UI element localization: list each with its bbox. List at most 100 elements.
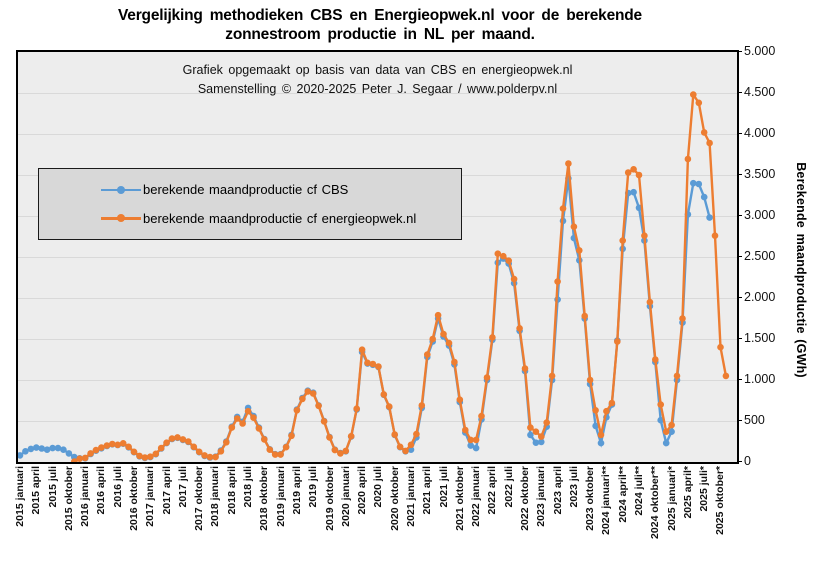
data-point-marker bbox=[706, 139, 713, 147]
data-point-marker bbox=[353, 405, 361, 413]
data-point-marker bbox=[282, 443, 290, 451]
x-axis-tick-label: 2018 april bbox=[225, 466, 238, 515]
y-axis-tick bbox=[737, 297, 742, 298]
gridline bbox=[18, 298, 737, 299]
legend-label-cbs: berekende maandproductie cf CBS bbox=[143, 182, 349, 198]
x-axis-tick-label: 2017 oktober bbox=[193, 466, 206, 531]
data-point-marker bbox=[652, 356, 659, 363]
y-axis-tick bbox=[737, 133, 742, 134]
x-axis-tick-label: 2023 oktober bbox=[584, 466, 597, 531]
data-point-marker bbox=[445, 339, 453, 347]
data-point-marker bbox=[49, 444, 56, 452]
data-point-marker bbox=[668, 421, 675, 429]
x-axis-tick-label: 2015 januari bbox=[14, 466, 26, 527]
page-title-line-1: Vergelijking methodieken CBS en Energieo… bbox=[118, 7, 642, 24]
data-point-marker bbox=[130, 448, 138, 456]
x-axis-tick-label: 2018 juli bbox=[242, 466, 255, 508]
data-point-marker bbox=[662, 428, 670, 436]
data-point-marker bbox=[722, 372, 730, 380]
data-point-marker bbox=[592, 422, 599, 430]
x-axis-tick-label: 2017 januari bbox=[144, 466, 157, 527]
data-point-marker bbox=[695, 180, 703, 188]
x-axis-tick-label: 2019 oktober bbox=[323, 466, 336, 531]
x-axis-tick-label: 2021 januari bbox=[404, 466, 417, 527]
data-point-marker bbox=[320, 418, 328, 425]
data-point-marker bbox=[288, 432, 295, 440]
data-point-marker bbox=[440, 330, 447, 338]
data-point-marker bbox=[92, 446, 100, 454]
y-axis-tick-label: 500 bbox=[744, 413, 765, 427]
legend-item-energieopwek: berekende maandproductie cf energieopwek… bbox=[101, 211, 461, 226]
data-point-marker bbox=[467, 442, 475, 449]
data-point-marker bbox=[109, 440, 116, 448]
data-point-marker bbox=[451, 358, 458, 366]
x-axis-tick-label: 2020 oktober bbox=[388, 466, 401, 531]
x-axis-tick-label: 2023 april bbox=[551, 466, 564, 515]
data-point-marker bbox=[136, 452, 143, 460]
data-point-marker bbox=[657, 401, 664, 408]
plot-area: Grafiek opgemaakt op basis van data van … bbox=[16, 50, 739, 464]
data-point-marker bbox=[255, 425, 263, 432]
y-axis-tick bbox=[737, 174, 742, 175]
data-point-marker bbox=[494, 250, 502, 257]
data-point-marker bbox=[223, 439, 230, 446]
data-point-marker bbox=[619, 237, 626, 244]
x-axis-tick-label: 2021 april bbox=[421, 466, 434, 515]
gridline bbox=[18, 93, 737, 94]
line-chart-series bbox=[18, 91, 730, 462]
data-point-marker bbox=[478, 412, 485, 420]
data-point-marker bbox=[695, 99, 703, 107]
data-point-marker bbox=[244, 407, 252, 415]
x-axis-tick-label: 2019 april bbox=[290, 466, 303, 515]
data-point-marker bbox=[521, 365, 529, 372]
data-point-marker bbox=[98, 444, 105, 451]
data-point-marker bbox=[700, 129, 708, 136]
data-point-marker bbox=[271, 451, 279, 458]
data-point-marker bbox=[103, 442, 111, 449]
x-axis-tick-label: 2024 april** bbox=[616, 466, 629, 523]
y-axis-tick-label: 0 bbox=[744, 454, 751, 468]
data-point-marker bbox=[592, 407, 599, 414]
data-point-marker bbox=[396, 443, 404, 451]
data-point-marker bbox=[662, 439, 670, 447]
data-point-marker bbox=[543, 419, 550, 426]
data-point-marker bbox=[217, 448, 225, 455]
x-axis-tick-label: 2020 januari bbox=[339, 466, 352, 527]
data-point-marker bbox=[358, 346, 366, 354]
data-point-marker bbox=[152, 450, 160, 458]
data-point-marker bbox=[429, 335, 437, 343]
data-point-marker bbox=[684, 155, 692, 163]
data-point-marker bbox=[364, 359, 371, 367]
data-point-marker bbox=[608, 399, 616, 407]
y-axis-tick-label: 2.500 bbox=[744, 249, 776, 263]
data-point-marker bbox=[489, 334, 496, 341]
data-point-marker bbox=[554, 278, 561, 285]
data-point-marker bbox=[462, 426, 469, 434]
y-axis-tick bbox=[737, 92, 742, 93]
data-point-marker bbox=[60, 446, 67, 454]
gridline bbox=[18, 257, 737, 258]
data-point-marker bbox=[668, 428, 675, 436]
y-axis-tick bbox=[737, 461, 742, 462]
x-axis-tick-label: 2016 januari bbox=[79, 466, 92, 527]
data-point-marker bbox=[309, 390, 317, 397]
x-axis-tick-label: 2022 juli bbox=[502, 466, 515, 508]
series-line bbox=[73, 91, 728, 462]
data-point-marker bbox=[157, 444, 165, 452]
data-point-marker bbox=[27, 445, 35, 453]
cbs-line-marker-swatch bbox=[101, 185, 141, 195]
data-point-marker bbox=[71, 458, 78, 462]
legend-label-energieopwek: berekende maandproductie cf energieopwek… bbox=[143, 210, 417, 226]
data-point-marker bbox=[174, 434, 181, 441]
data-point-marker bbox=[603, 407, 610, 415]
data-point-marker bbox=[424, 351, 431, 358]
data-point-marker bbox=[635, 171, 643, 179]
x-axis-tick-label: 2019 juli bbox=[307, 466, 320, 508]
data-point-marker bbox=[516, 325, 523, 332]
x-axis-tick-label: 2024 oktober** bbox=[649, 466, 662, 539]
data-point-marker bbox=[206, 453, 214, 461]
data-point-marker bbox=[624, 169, 632, 176]
y-axis-tick-label: 2.000 bbox=[744, 290, 776, 304]
data-point-marker bbox=[570, 223, 578, 230]
